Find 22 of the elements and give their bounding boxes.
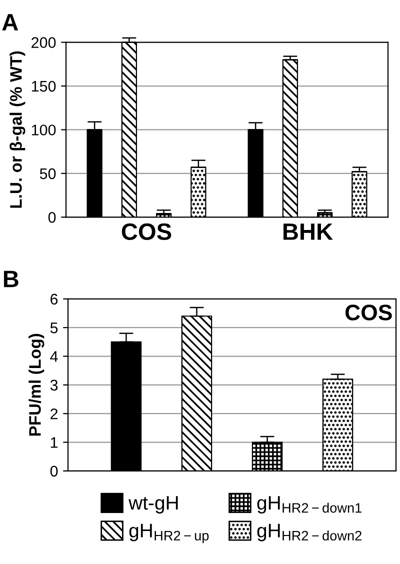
y-tick-label: 5: [50, 322, 58, 334]
y-tick-label: 4: [50, 351, 58, 362]
legend-label: wt-gH: [128, 496, 178, 514]
y-axis-title: L.U. or β-gal (% WT): [10, 51, 26, 208]
y-tick-label: 6: [50, 294, 58, 305]
chart-title: B: [4, 270, 18, 288]
y-axis-title: PFU/ml (Log): [28, 334, 44, 436]
y-tick-label: 50: [40, 168, 56, 180]
chart-title: A: [2, 14, 18, 30]
legend-label: gH$_{HR2−down2}$: [257, 524, 362, 542]
y-tick-label: 0: [48, 212, 56, 223]
y-tick-label: 3: [50, 380, 58, 391]
y-tick-label: 150: [32, 80, 56, 92]
y-tick-label: 1: [50, 437, 58, 448]
y-tick-label: 200: [32, 37, 56, 48]
y-tick-label: 100: [32, 124, 56, 136]
y-tick-label: 2: [50, 408, 58, 420]
annotation: COS: [345, 304, 392, 320]
y-tick-label: 0: [50, 466, 58, 477]
x-tick-label: BHK: [284, 224, 333, 240]
legend-label: gH$_{HR2−up}$: [129, 524, 209, 544]
legend-label: gH$_{HR2−down1}$: [257, 496, 362, 514]
